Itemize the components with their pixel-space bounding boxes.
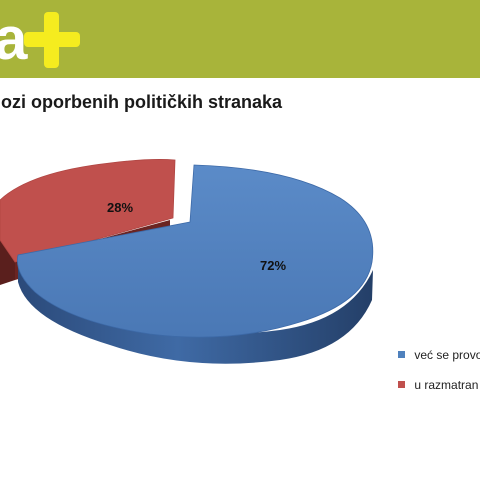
legend-item-vec-se-provo: već se provo bbox=[398, 347, 480, 362]
plus-icon bbox=[24, 12, 80, 68]
logo-letter: a bbox=[0, 5, 28, 72]
header-banner: a bbox=[0, 0, 480, 78]
legend-swatch-vec-se-provo bbox=[398, 351, 405, 359]
slice-side-vec-se-provo bbox=[18, 255, 373, 364]
legend-item-u-razmatran: u razmatran bbox=[398, 377, 478, 392]
legend-swatch-u-razmatran bbox=[398, 381, 405, 389]
slice-u-razmatran bbox=[0, 159, 176, 263]
data-label-u-razmatran: 28% bbox=[107, 200, 133, 215]
legend-label-vec-se-provo: već se provo bbox=[414, 347, 480, 362]
slice-side-u-razmatran bbox=[0, 240, 15, 285]
legend-label-u-razmatran: u razmatran bbox=[414, 377, 479, 392]
chart-title: lozi oporbenih političkih stranaka bbox=[0, 92, 283, 112]
data-label-vec-se-provo: 72% bbox=[260, 258, 286, 273]
slice-vec-se-provo bbox=[16, 164, 374, 338]
